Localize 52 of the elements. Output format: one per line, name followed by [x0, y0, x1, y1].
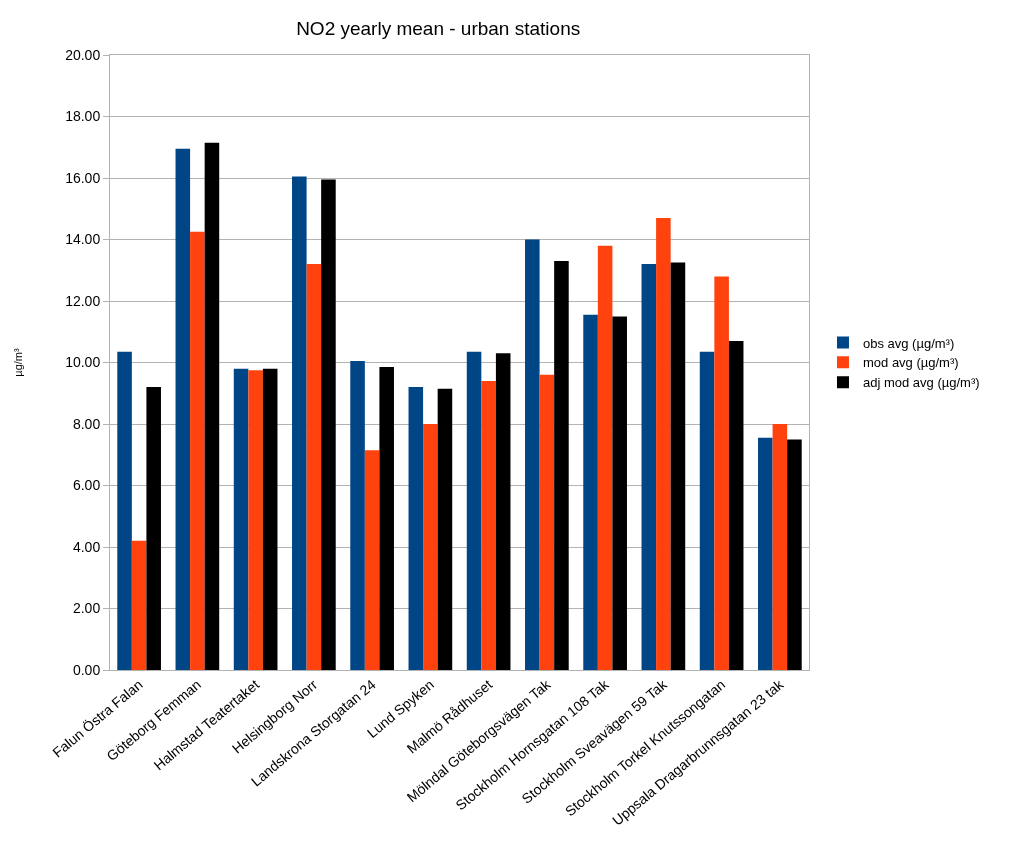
legend-label: mod avg (µg/m³) [862, 355, 959, 371]
bar [190, 231, 205, 670]
bar [379, 367, 394, 670]
bar [714, 276, 729, 670]
bar [495, 353, 511, 670]
bar [248, 370, 263, 670]
y-tick-label: 18.00 [65, 108, 101, 125]
bar [656, 217, 671, 670]
chart-title: NO2 yearly mean - urban stations [296, 17, 581, 39]
bar [670, 262, 686, 670]
bar [612, 316, 627, 670]
y-tick-label: 12.00 [65, 292, 101, 309]
bar [292, 176, 307, 670]
y-tick-label: 14.00 [65, 231, 101, 248]
bar [525, 239, 540, 670]
y-tick-label: 10.00 [65, 354, 101, 371]
legend-label: adj mod avg (µg/m³) [862, 375, 980, 391]
bar [728, 340, 744, 670]
bar [408, 387, 424, 670]
bar [233, 368, 249, 670]
bar [641, 264, 657, 670]
bar [175, 148, 191, 670]
bar [117, 351, 132, 670]
bar [131, 540, 147, 670]
bar [262, 368, 278, 670]
bar [364, 450, 380, 670]
y-tick-label: 2.00 [72, 600, 101, 617]
bar [539, 374, 555, 670]
y-tick-label: 6.00 [72, 477, 101, 494]
y-tick-label: 4.00 [72, 538, 101, 555]
bar [204, 142, 220, 670]
y-tick-label: 16.00 [65, 169, 101, 186]
bar [583, 314, 598, 670]
bar [350, 360, 365, 670]
bar [437, 388, 453, 670]
bar [423, 424, 438, 670]
bar [787, 439, 802, 670]
bar [554, 261, 569, 670]
bar [699, 351, 715, 670]
bar [306, 264, 322, 670]
bar [466, 351, 482, 670]
y-tick-label: 20.00 [65, 46, 101, 63]
y-tick-label: 0.00 [72, 661, 101, 678]
bar [597, 245, 613, 670]
bar [146, 387, 161, 670]
bar [772, 424, 788, 670]
legend-label: obs avg (µg/m³) [862, 335, 955, 351]
bar [481, 380, 496, 670]
bar [758, 437, 773, 670]
bar [321, 179, 336, 670]
y-axis-title: µg/m³ [11, 348, 24, 377]
y-tick-label: 8.00 [72, 415, 101, 432]
